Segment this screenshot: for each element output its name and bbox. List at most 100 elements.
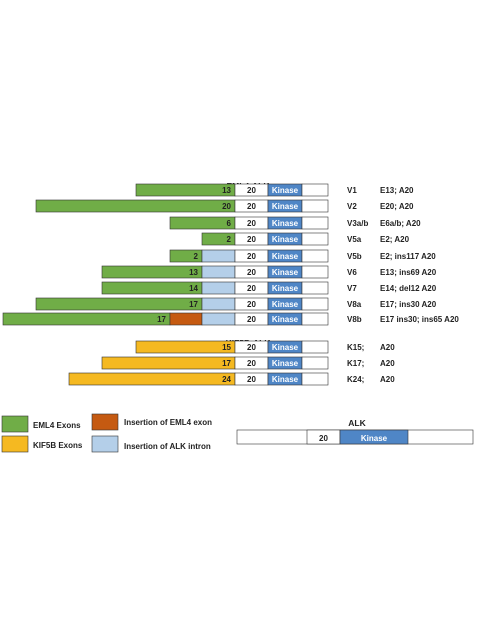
variant-description: E13; ins69 A20 xyxy=(380,268,437,277)
variant-name: V7 xyxy=(347,284,357,293)
alk-intron-insertion xyxy=(201,297,236,311)
alk-tail-box xyxy=(301,216,329,230)
legend-eml4-insertion-swatch xyxy=(91,413,119,431)
variant-description: E20; A20 xyxy=(380,202,414,211)
exon-number: 17 xyxy=(222,359,231,368)
alk-intron-insertion xyxy=(201,312,236,326)
exon-segment xyxy=(101,356,236,370)
exon-number: 6 xyxy=(227,219,232,228)
variant-name: K17; xyxy=(347,359,364,368)
alk-reference-kinase xyxy=(339,429,409,445)
alk-exon20-label: 20 xyxy=(247,202,256,211)
exon-segment xyxy=(101,281,203,295)
alk-tail-box xyxy=(301,281,329,295)
kinase-label: Kinase xyxy=(272,235,299,244)
exon-number: 15 xyxy=(222,343,231,352)
alk-tail-box xyxy=(301,183,329,197)
legend-eml4-label: EML4 Exons xyxy=(33,421,81,430)
alk-intron-insertion xyxy=(201,265,236,279)
alk-exon20-label: 20 xyxy=(247,300,256,309)
kinase-label: Kinase xyxy=(272,219,299,228)
alk-exon20-label: 20 xyxy=(247,284,256,293)
variant-description: E17; ins30 A20 xyxy=(380,300,437,309)
kinase-label: Kinase xyxy=(272,300,299,309)
legend-eml4-insertion-label: Insertion of EML4 exon xyxy=(124,418,212,427)
exon-number: 14 xyxy=(189,284,198,293)
exon-number: 24 xyxy=(222,375,231,384)
alk-tail-box xyxy=(301,232,329,246)
variant-name: K24; xyxy=(347,375,364,384)
alk-tail-box xyxy=(301,356,329,370)
alk-exon20-label: 20 xyxy=(247,219,256,228)
alk-tail-box xyxy=(301,199,329,213)
exon-number: 17 xyxy=(157,315,166,324)
exon-number: 20 xyxy=(222,202,231,211)
exon-number: 13 xyxy=(189,268,198,277)
exon-number: 13 xyxy=(222,186,231,195)
alk-exon20-label: 20 xyxy=(247,252,256,261)
variant-description: A20 xyxy=(380,343,395,352)
alk-tail-box xyxy=(301,312,329,326)
kinase-label: Kinase xyxy=(272,315,299,324)
legend-kif5b-label: KIF5B Exons xyxy=(33,441,83,450)
legend-alk-intron-swatch xyxy=(91,435,119,453)
alk-exon20-label: 20 xyxy=(247,268,256,277)
exon-number: 2 xyxy=(227,235,232,244)
exon-segment xyxy=(101,265,203,279)
variant-description: E14; del12 A20 xyxy=(380,284,437,293)
alk-tail-box xyxy=(301,340,329,354)
alk-exon20-label: 20 xyxy=(247,235,256,244)
alk-tail-box xyxy=(301,249,329,263)
alk-exon20-label: 20 xyxy=(247,186,256,195)
variant-description: A20 xyxy=(380,359,395,368)
kinase-label: Kinase xyxy=(272,186,299,195)
exon-segment xyxy=(2,312,171,326)
legend-eml4-swatch xyxy=(1,415,29,433)
alk-exon20-label: 20 xyxy=(247,343,256,352)
alk-intron-insertion xyxy=(201,249,236,263)
exon-segment xyxy=(135,183,236,197)
exon-segment xyxy=(135,340,236,354)
variant-name: V1 xyxy=(347,186,357,195)
alk-reference-kinase-label: Kinase xyxy=(361,434,388,443)
variant-description: E2; ins117 A20 xyxy=(380,252,436,261)
legend-kif5b-swatch xyxy=(1,435,29,453)
variant-description: E17 ins30; ins65 A20 xyxy=(380,315,459,324)
alk-intron-insertion xyxy=(201,281,236,295)
variant-name: V5a xyxy=(347,235,362,244)
exon-segment xyxy=(35,199,236,213)
exon-number: 2 xyxy=(194,252,199,261)
variant-name: V2 xyxy=(347,202,357,211)
variant-description: E2; A20 xyxy=(380,235,410,244)
variant-name: V5b xyxy=(347,252,362,261)
variant-description: A20 xyxy=(380,375,395,384)
kinase-label: Kinase xyxy=(272,284,299,293)
variant-name: V8b xyxy=(347,315,362,324)
variant-name: V3a/b xyxy=(347,219,368,228)
variant-description: E6a/b; A20 xyxy=(380,219,421,228)
kinase-label: Kinase xyxy=(272,202,299,211)
exon-segment xyxy=(68,372,236,386)
kinase-label: Kinase xyxy=(272,375,299,384)
kinase-label: Kinase xyxy=(272,252,299,261)
alk-exon20-label: 20 xyxy=(247,359,256,368)
alk-reference-exon20-label: 20 xyxy=(319,434,328,443)
eml4-exon-insertion xyxy=(169,312,203,326)
alk-exon20-label: 20 xyxy=(247,375,256,384)
kinase-label: Kinase xyxy=(272,268,299,277)
exon-number: 17 xyxy=(189,300,198,309)
exon-segment xyxy=(169,216,236,230)
variant-name: V8a xyxy=(347,300,362,309)
variant-description: E13; A20 xyxy=(380,186,414,195)
kinase-label: Kinase xyxy=(272,343,299,352)
alk-exon20-label: 20 xyxy=(247,315,256,324)
kinase-label: Kinase xyxy=(272,359,299,368)
variant-name: K15; xyxy=(347,343,364,352)
exon-segment xyxy=(35,297,203,311)
legend-alk-intron-label: Insertion of ALK intron xyxy=(124,442,211,451)
alk-title: ALK xyxy=(348,418,366,428)
alk-tail-box xyxy=(301,265,329,279)
alk-tail-box xyxy=(301,372,329,386)
variant-name: V6 xyxy=(347,268,357,277)
